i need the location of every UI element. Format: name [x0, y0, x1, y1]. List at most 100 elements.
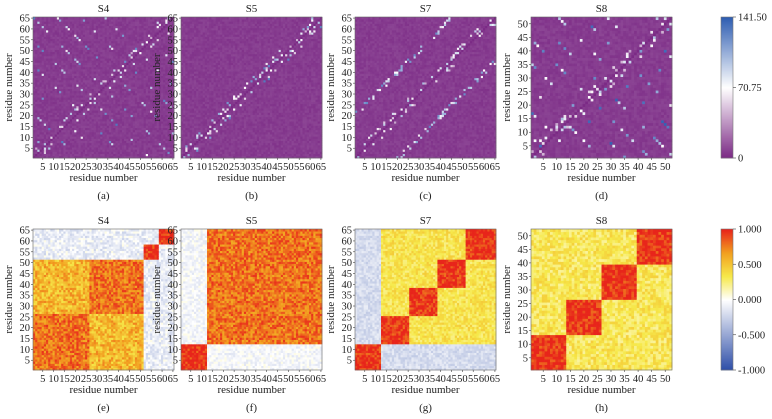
heatmap-cell	[70, 32, 73, 35]
heatmap-cell	[37, 73, 40, 76]
heatmap-cell	[44, 58, 47, 61]
heatmap-cell	[70, 19, 73, 22]
heatmap-cell	[74, 41, 77, 44]
heatmap-cell	[50, 26, 53, 29]
heatmap-cell	[33, 73, 36, 76]
heatmap-cell	[42, 130, 45, 133]
heatmap-cell	[53, 82, 56, 85]
heatmap-cell	[33, 132, 36, 135]
heatmap-cell	[50, 134, 53, 137]
heatmap-cell	[35, 19, 38, 22]
heatmap-cell	[50, 56, 53, 59]
heatmap-cell	[76, 37, 79, 40]
heatmap-cell	[66, 45, 69, 48]
heatmap-cell	[55, 76, 58, 79]
heatmap-cell	[35, 24, 38, 27]
heatmap-cell	[59, 99, 62, 102]
heatmap-cell	[59, 41, 62, 44]
heatmap-cell	[40, 21, 43, 24]
heatmap-cell	[55, 28, 58, 31]
heatmap-cell	[48, 102, 51, 105]
heatmap-cell	[72, 149, 75, 152]
heatmap-cell	[42, 80, 45, 83]
heatmap-cell	[59, 110, 62, 113]
heatmap-cell	[37, 63, 40, 66]
heatmap-cell	[59, 84, 62, 87]
heatmap-cell	[50, 73, 53, 76]
heatmap-cell	[48, 56, 51, 59]
heatmap-cell	[70, 54, 73, 57]
heatmap-cell	[46, 102, 49, 105]
heatmap-cell	[70, 82, 73, 85]
heatmap-cell	[37, 76, 40, 79]
heatmap-cell	[61, 60, 64, 63]
heatmap-cell	[72, 84, 75, 87]
heatmap-cell	[66, 54, 69, 57]
heatmap-cell	[44, 21, 47, 24]
heatmap-cell	[37, 93, 40, 96]
heatmap-cell	[33, 125, 36, 128]
heatmap-cell	[48, 50, 51, 53]
heatmap-cell	[76, 21, 79, 24]
heatmap-cell	[63, 138, 66, 141]
heatmap-cell	[35, 67, 38, 70]
heatmap-cell	[40, 93, 43, 96]
heatmap-cell	[42, 154, 45, 157]
heatmap-cell	[63, 110, 66, 113]
heatmap-cell	[63, 132, 66, 135]
heatmap-cell	[46, 106, 49, 109]
heatmap-cell	[50, 43, 53, 46]
heatmap-cell	[46, 39, 49, 42]
heatmap-cell	[76, 58, 79, 61]
heatmap-cell	[63, 30, 66, 33]
heatmap-cell	[72, 102, 75, 105]
heatmap-cell	[40, 58, 43, 61]
heatmap-cell	[72, 73, 75, 76]
heatmap-cell	[35, 128, 38, 131]
heatmap-cell	[50, 119, 53, 122]
heatmap-cell	[50, 91, 53, 94]
heatmap-cell	[72, 110, 75, 113]
heatmap-cell	[68, 45, 71, 48]
heatmap-cell	[66, 80, 69, 83]
heatmap-cell	[68, 65, 71, 68]
heatmap-cell	[70, 125, 73, 128]
heatmap-cell	[35, 99, 38, 102]
heatmap-cell	[66, 58, 69, 61]
heatmap-cell	[70, 39, 73, 42]
heatmap-cell	[55, 117, 58, 120]
heatmap-cell	[59, 93, 62, 96]
heatmap-cell	[63, 58, 66, 61]
heatmap-cell	[70, 84, 73, 87]
heatmap-cell	[40, 65, 43, 68]
heatmap-cell	[55, 45, 58, 48]
heatmap-cell	[70, 110, 73, 113]
heatmap-cell	[57, 154, 60, 157]
heatmap-cell	[40, 50, 43, 53]
heatmap-cell	[48, 141, 51, 144]
heatmap-cell	[33, 80, 36, 83]
heatmap-cell	[40, 28, 43, 31]
heatmap-cell	[48, 65, 51, 68]
heatmap-cell	[63, 145, 66, 148]
heatmap-cell	[35, 43, 38, 46]
heatmap-cell	[50, 147, 53, 150]
heatmap-cell	[68, 78, 71, 81]
heatmap-cell	[66, 95, 69, 98]
heatmap-cell	[48, 149, 51, 152]
heatmap-cell	[74, 128, 77, 131]
heatmap-cell	[42, 54, 45, 57]
heatmap-cell	[53, 32, 56, 35]
heatmap-cell	[44, 123, 47, 126]
heatmap-cell	[74, 112, 77, 115]
heatmap-cell	[57, 128, 60, 131]
heatmap-cell	[76, 78, 79, 81]
heatmap-cell	[44, 45, 47, 48]
heatmap-cell	[50, 34, 53, 37]
heatmap-cell	[57, 95, 60, 98]
heatmap-cell	[55, 121, 58, 124]
heatmap-cell	[42, 149, 45, 152]
heatmap-cell	[61, 76, 64, 79]
heatmap-cell	[61, 58, 64, 61]
heatmap-cell	[33, 43, 36, 46]
